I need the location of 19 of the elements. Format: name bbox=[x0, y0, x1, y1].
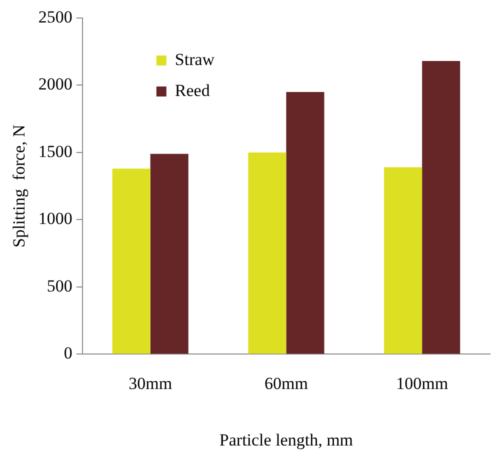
y-tick-label: 2500 bbox=[38, 7, 72, 26]
legend-label: Reed bbox=[174, 80, 210, 100]
legend-label: Straw bbox=[174, 50, 216, 69]
bar bbox=[112, 168, 150, 354]
x-tick-label: 100mm bbox=[396, 374, 448, 393]
x-tick-label: 60mm bbox=[264, 374, 308, 393]
y-tick-label: 500 bbox=[46, 276, 72, 296]
bar bbox=[384, 167, 422, 354]
bar bbox=[286, 92, 324, 354]
y-tick-label: 1000 bbox=[38, 209, 72, 228]
bar bbox=[248, 152, 286, 354]
y-tick-label: 1500 bbox=[38, 142, 72, 161]
y-axis-title: Splitting force, N bbox=[10, 124, 29, 248]
x-tick-label: 30mm bbox=[128, 374, 172, 393]
bar bbox=[150, 154, 188, 354]
y-tick-label: 0 bbox=[64, 344, 72, 363]
x-axis-title: Particle length, mm bbox=[219, 430, 354, 450]
bar bbox=[422, 61, 460, 354]
y-tick-label: 2000 bbox=[38, 74, 72, 94]
